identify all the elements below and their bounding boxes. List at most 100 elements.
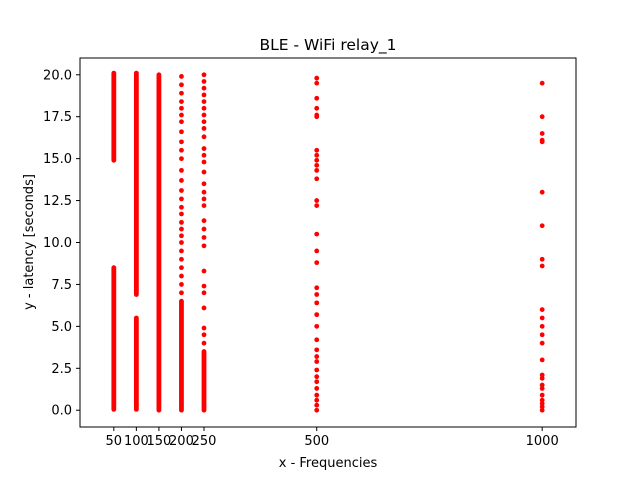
chart-title: BLE - WiFi relay_1 bbox=[260, 36, 397, 55]
data-point bbox=[201, 152, 207, 158]
data-point bbox=[539, 223, 545, 229]
data-point-band bbox=[111, 70, 117, 163]
data-point bbox=[539, 404, 545, 410]
data-point bbox=[179, 282, 184, 287]
data-point bbox=[201, 305, 207, 311]
data-point bbox=[201, 189, 207, 195]
data-point bbox=[201, 92, 207, 98]
data-points-layer bbox=[111, 70, 545, 413]
x-tick-label: 500 bbox=[304, 434, 329, 449]
data-point bbox=[201, 99, 207, 105]
data-point bbox=[179, 211, 184, 217]
data-point bbox=[201, 235, 207, 240]
data-point bbox=[314, 152, 320, 158]
data-point bbox=[314, 300, 320, 306]
data-point bbox=[179, 233, 184, 239]
data-point bbox=[314, 203, 320, 209]
data-point bbox=[179, 204, 184, 210]
data-point bbox=[314, 176, 320, 182]
y-tick-label: 7.5 bbox=[51, 278, 72, 293]
data-point bbox=[179, 112, 184, 118]
data-point bbox=[179, 178, 184, 183]
x-tick-label: 250 bbox=[192, 434, 217, 449]
data-point bbox=[179, 196, 184, 202]
data-point bbox=[179, 248, 184, 254]
data-point bbox=[179, 139, 184, 145]
data-point bbox=[314, 359, 320, 364]
data-point bbox=[179, 82, 184, 88]
y-tick-label: 0.0 bbox=[51, 404, 72, 419]
data-point bbox=[539, 137, 545, 143]
data-point bbox=[314, 147, 320, 153]
data-point bbox=[314, 392, 320, 398]
data-point bbox=[539, 375, 545, 381]
data-point bbox=[201, 325, 207, 331]
data-point bbox=[179, 265, 184, 271]
data-point bbox=[314, 157, 320, 163]
data-point bbox=[314, 75, 320, 81]
data-point bbox=[179, 226, 184, 232]
data-point-band bbox=[133, 70, 139, 297]
data-point bbox=[201, 134, 207, 140]
data-point bbox=[314, 323, 320, 329]
data-point bbox=[201, 169, 207, 175]
data-point bbox=[539, 332, 545, 338]
data-point bbox=[201, 290, 207, 296]
data-point bbox=[539, 340, 545, 346]
y-tick-label: 17.5 bbox=[43, 110, 72, 125]
data-point bbox=[201, 159, 207, 165]
x-axis-label: x - Frequencies bbox=[279, 456, 378, 471]
data-point bbox=[314, 312, 320, 318]
x-tick-label: 1000 bbox=[526, 434, 559, 449]
data-point bbox=[314, 80, 320, 86]
data-point bbox=[314, 354, 320, 359]
data-point-band bbox=[201, 349, 207, 413]
data-point bbox=[201, 85, 207, 91]
data-point bbox=[179, 119, 184, 125]
data-point-band bbox=[179, 298, 184, 413]
data-point bbox=[201, 226, 207, 232]
data-point bbox=[314, 379, 320, 385]
data-point bbox=[314, 112, 320, 118]
data-point bbox=[179, 156, 184, 162]
data-point bbox=[201, 340, 207, 346]
data-point bbox=[179, 219, 184, 225]
data-point bbox=[179, 188, 184, 193]
y-tick-label: 12.5 bbox=[43, 194, 72, 209]
data-point bbox=[201, 105, 207, 111]
data-point bbox=[201, 332, 207, 338]
data-point bbox=[314, 374, 320, 380]
data-point bbox=[314, 248, 320, 254]
data-point bbox=[314, 292, 320, 297]
data-point bbox=[201, 119, 207, 125]
data-point bbox=[539, 131, 545, 136]
data-point bbox=[539, 401, 545, 406]
y-tick-label: 20.0 bbox=[43, 68, 72, 83]
data-point bbox=[314, 367, 320, 373]
data-point bbox=[201, 243, 207, 249]
data-point bbox=[314, 402, 320, 408]
data-point bbox=[314, 162, 320, 168]
data-point bbox=[179, 147, 184, 153]
x-tick-label: 100 bbox=[124, 434, 149, 449]
data-point-band bbox=[133, 315, 139, 412]
x-tick-label: 50 bbox=[106, 434, 123, 449]
data-point bbox=[179, 105, 184, 111]
data-point bbox=[314, 198, 320, 203]
data-point bbox=[201, 268, 207, 274]
data-point bbox=[314, 397, 320, 403]
data-point bbox=[314, 386, 320, 391]
data-point bbox=[179, 74, 184, 79]
data-point bbox=[314, 105, 320, 111]
data-point bbox=[314, 337, 320, 343]
data-point bbox=[201, 126, 207, 131]
data-point bbox=[201, 79, 207, 84]
y-tick-label: 15.0 bbox=[43, 152, 72, 167]
data-point bbox=[539, 114, 545, 120]
data-point bbox=[539, 372, 545, 378]
data-point bbox=[179, 273, 184, 279]
data-point bbox=[539, 323, 545, 329]
data-point bbox=[539, 397, 545, 403]
data-point bbox=[539, 80, 545, 86]
